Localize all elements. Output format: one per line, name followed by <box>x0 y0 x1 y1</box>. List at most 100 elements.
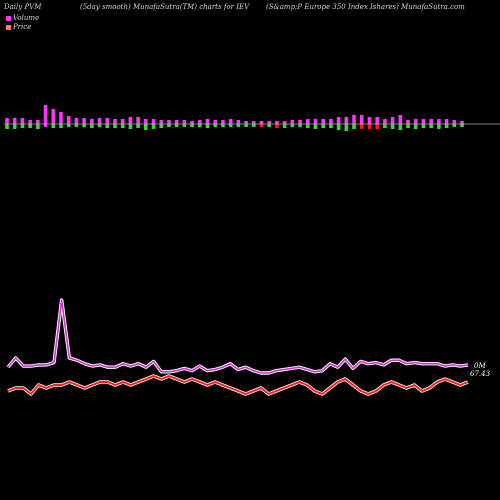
volume-bar-down <box>313 124 318 129</box>
volume-bar-up <box>437 119 441 124</box>
legend-label-volume: Volume <box>13 14 40 22</box>
volume-bar-down <box>51 124 56 128</box>
volume-bar-up <box>244 121 248 124</box>
volume-bar-up <box>190 121 194 124</box>
volume-bar-down <box>12 124 17 129</box>
volume-bar-down <box>221 124 225 127</box>
volume-bar-down <box>159 124 164 128</box>
volume-bar-down <box>97 124 102 127</box>
volume-bar-down <box>43 124 48 127</box>
volume-bar-up <box>259 121 264 124</box>
volume-bar-up <box>398 115 403 124</box>
volume-bar-up <box>90 119 94 124</box>
volume-bars <box>5 105 464 131</box>
volume-bar-up <box>113 119 117 124</box>
volume-bar-up <box>267 121 271 124</box>
volume-bar-down <box>429 124 433 128</box>
volume-bar-down <box>36 124 40 129</box>
volume-bar-up <box>97 118 102 124</box>
volume-bar-down <box>344 124 349 131</box>
volume-bar-down <box>205 124 210 128</box>
volume-bar-up <box>336 117 341 124</box>
volume-bar-down <box>406 124 410 128</box>
volume-bar-up <box>182 120 187 124</box>
volume-bar-down <box>74 124 79 127</box>
volume-bar-up <box>128 117 133 124</box>
volume-bar-down <box>305 124 310 128</box>
volume-bar-up <box>20 118 25 124</box>
volume-bar-up <box>359 115 364 124</box>
volume-bar-down <box>275 124 279 128</box>
volume-bar-down <box>398 124 403 130</box>
volume-bar-up <box>406 120 410 124</box>
volume-bar-down <box>352 124 356 129</box>
volume-bar-down <box>236 124 241 127</box>
volume-bar-down <box>390 124 395 129</box>
volume-bar-up <box>198 120 202 124</box>
volume-bar-up <box>59 112 63 124</box>
volume-bar-down <box>120 124 125 128</box>
volume-bar-up <box>159 120 164 124</box>
volume-bar-up <box>421 119 426 124</box>
volume-bar-down <box>105 124 110 128</box>
volume-bar-down <box>82 124 86 127</box>
volume-bar-down <box>452 124 457 127</box>
volume-bar-down <box>460 124 464 127</box>
volume-line-glow <box>6 298 469 375</box>
volume-bar-up <box>221 120 225 124</box>
volume-bar-up <box>12 118 17 124</box>
volume-bar-up <box>144 119 148 124</box>
volume-bar-up <box>290 120 295 124</box>
volume-bar-down <box>421 124 426 128</box>
volume-bar-up <box>282 121 287 124</box>
volume-bar-up <box>375 117 379 124</box>
volume-bar-down <box>251 124 256 127</box>
volume-bar-down <box>359 124 364 129</box>
volume-bar-up <box>367 117 372 124</box>
volume-bar-down <box>190 124 194 127</box>
volume-bar-down <box>329 124 333 128</box>
volume-bar-up <box>43 105 48 124</box>
volume-bar-up <box>305 119 310 124</box>
volume-end-label: 0M <box>474 362 486 370</box>
volume-bar-down <box>321 124 325 128</box>
volume-bar-up <box>452 120 457 124</box>
volume-bar-down <box>259 124 264 127</box>
volume-bar-up <box>136 117 140 124</box>
volume-bar-down <box>282 124 287 128</box>
volume-bar-down <box>113 124 117 128</box>
volume-bar-up <box>321 119 325 124</box>
volume-bar-up <box>66 116 71 124</box>
volume-bar-up <box>151 119 156 124</box>
volume-bar-down <box>198 124 202 127</box>
volume-bar-up <box>205 119 210 124</box>
volume-bar-down <box>144 124 148 130</box>
chart-title-left: Daily PVM <box>4 3 42 11</box>
volume-bar-down <box>444 124 449 128</box>
volume-bar-down <box>5 124 9 129</box>
volume-bar-down <box>167 124 171 127</box>
volume-bar-up <box>82 118 86 124</box>
volume-bar-up <box>390 117 395 124</box>
price-line <box>7 375 469 395</box>
volume-bar-up <box>444 119 449 124</box>
volume-bar-up <box>36 120 40 124</box>
volume-bar-up <box>74 118 79 124</box>
chart-title-right: (S&amp;P Europe 350 Index Ishares) Munaf… <box>266 3 465 11</box>
volume-bar-down <box>136 124 140 128</box>
volume-bar-down <box>375 124 379 129</box>
volume-bar-down <box>213 124 218 127</box>
volume-bar-down <box>174 124 179 127</box>
volume-bar-down <box>66 124 71 127</box>
volume-bar-down <box>244 124 248 127</box>
legend-label-price: Price <box>13 23 32 31</box>
volume-bar-down <box>413 124 418 129</box>
volume-bar-up <box>167 120 171 124</box>
volume-bar-down <box>90 124 94 128</box>
volume-bar-up <box>460 121 464 124</box>
volume-bar-up <box>344 117 349 124</box>
volume-bar-down <box>182 124 187 127</box>
volume-bar-up <box>228 119 233 124</box>
volume-bar-down <box>128 124 133 129</box>
volume-bar-up <box>329 119 333 124</box>
